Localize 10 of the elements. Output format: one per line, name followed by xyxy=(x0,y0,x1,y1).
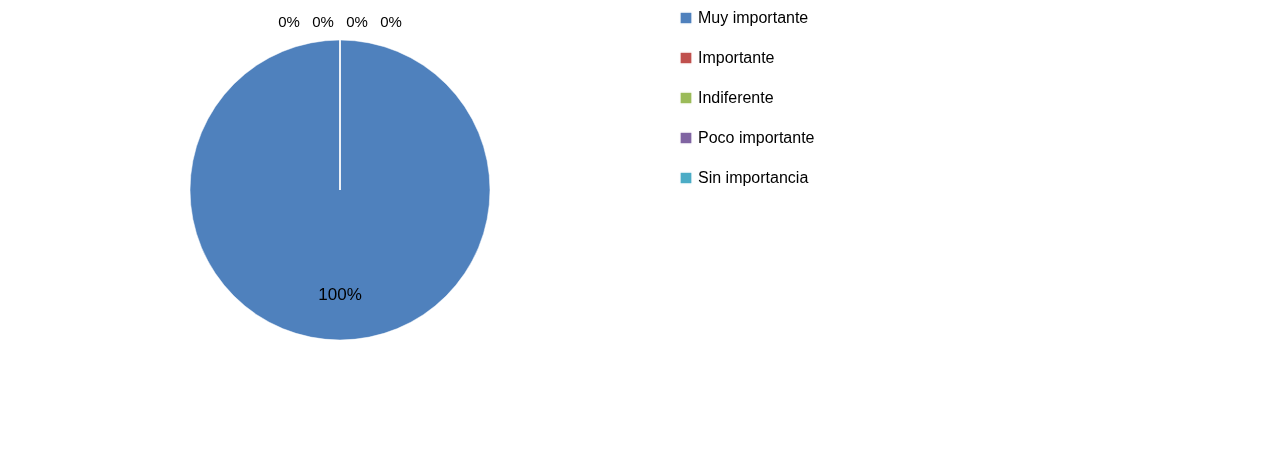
text: 0% xyxy=(278,13,300,30)
legend-label: Poco importante xyxy=(698,129,815,146)
legend-label: Importante xyxy=(698,49,775,66)
legend-label: Indiferente xyxy=(698,89,774,106)
legend-label: Sin importancia xyxy=(698,169,809,186)
text: 0% xyxy=(312,13,334,30)
text: 0% xyxy=(380,13,402,30)
data-label: 100% xyxy=(318,285,362,304)
legend-label: Muy importante xyxy=(698,9,809,26)
text: 0% xyxy=(346,13,368,30)
